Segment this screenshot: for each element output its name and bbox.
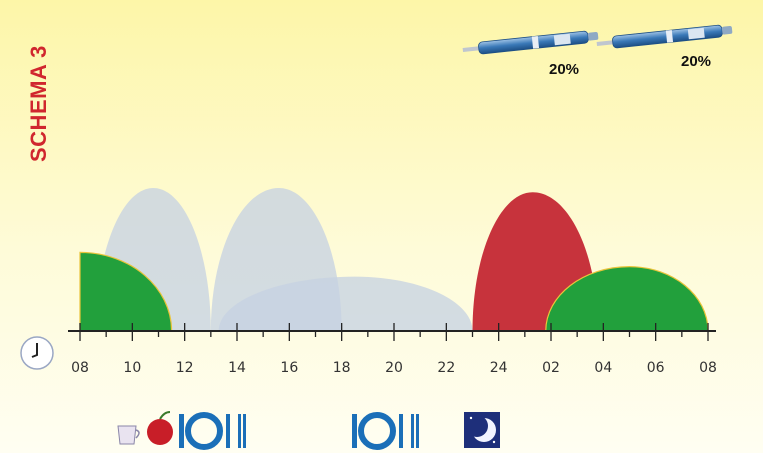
cutlery-icon: [226, 414, 246, 448]
night-green-curve: [545, 266, 709, 332]
insulin-pens: 20% 20%: [462, 24, 733, 78]
cutlery-icon: [399, 414, 419, 448]
axis-tick-label: 04: [594, 360, 612, 376]
insulin-curves: [79, 188, 709, 332]
axis-tick-label: 12: [176, 360, 194, 376]
insulin-pen-icon: [462, 30, 599, 55]
apple-icon: [147, 411, 173, 445]
meal-icons: [117, 411, 500, 450]
night-group: [464, 412, 500, 448]
axis-tick-label: 24: [490, 360, 508, 376]
plate-icon: [352, 412, 396, 450]
clock-icon: [20, 336, 54, 370]
axis-tick-label: 02: [542, 360, 560, 376]
basal-curve: [218, 276, 473, 331]
breakfast-group: [117, 411, 246, 450]
axis-tick-label: 20: [385, 360, 403, 376]
axis-tick-label: 08: [699, 360, 717, 376]
pen-percentage-label: 20%: [681, 53, 711, 70]
plate-icon: [179, 412, 223, 450]
time-axis: 08 10 12 14 16 18 20 22 24 02 04 06 08: [68, 323, 717, 376]
axis-tick-label: 10: [123, 360, 141, 376]
cup-icon: [117, 425, 140, 445]
axis-tick-label: 22: [437, 360, 455, 376]
pen-percentage-label: 20%: [549, 61, 579, 78]
schema-title: SCHEMA 3: [26, 45, 51, 162]
morning-green-curve: [79, 251, 173, 332]
insulin-pen-icon: [596, 24, 733, 49]
dinner-group: [352, 412, 419, 450]
axis-tick-label: 14: [228, 360, 246, 376]
axis-tick-label: 18: [333, 360, 351, 376]
axis-tick-label: 16: [280, 360, 298, 376]
moon-icon: [464, 412, 500, 448]
axis-tick-label: 08: [71, 360, 89, 376]
axis-tick-label: 06: [647, 360, 665, 376]
